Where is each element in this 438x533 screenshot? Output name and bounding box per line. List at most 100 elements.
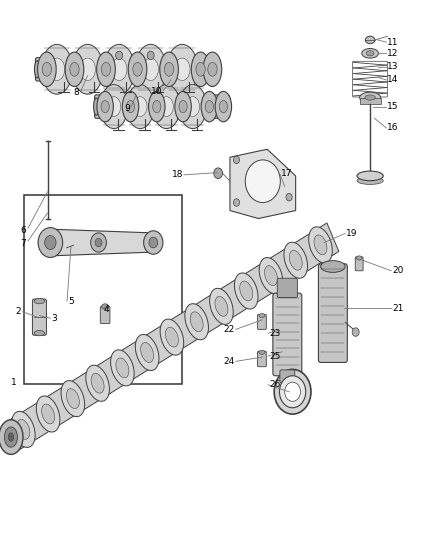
Ellipse shape: [215, 92, 232, 122]
Text: 7: 7: [21, 239, 26, 247]
Ellipse shape: [133, 96, 147, 117]
Ellipse shape: [72, 44, 103, 94]
Circle shape: [233, 199, 240, 206]
Text: 4: 4: [104, 305, 110, 313]
FancyBboxPatch shape: [280, 370, 295, 383]
Ellipse shape: [191, 52, 210, 86]
Text: 8: 8: [74, 88, 79, 96]
Polygon shape: [230, 149, 296, 219]
Ellipse shape: [143, 58, 159, 80]
Text: 24: 24: [223, 357, 235, 366]
Ellipse shape: [234, 273, 258, 309]
Ellipse shape: [127, 85, 154, 128]
Ellipse shape: [186, 96, 200, 117]
Circle shape: [116, 51, 123, 60]
FancyBboxPatch shape: [32, 299, 46, 335]
Ellipse shape: [153, 101, 161, 112]
Circle shape: [38, 228, 63, 257]
Text: 5: 5: [68, 297, 74, 305]
Ellipse shape: [42, 404, 55, 424]
Text: 3: 3: [52, 314, 57, 322]
Ellipse shape: [160, 319, 184, 355]
Text: 9: 9: [124, 104, 130, 112]
FancyBboxPatch shape: [100, 306, 110, 324]
Ellipse shape: [175, 92, 191, 122]
Ellipse shape: [36, 396, 60, 432]
FancyBboxPatch shape: [273, 293, 302, 376]
Text: 13: 13: [387, 62, 399, 71]
Ellipse shape: [164, 62, 174, 76]
Ellipse shape: [366, 51, 374, 56]
Circle shape: [279, 376, 306, 408]
Ellipse shape: [203, 52, 222, 86]
Circle shape: [245, 160, 280, 203]
Bar: [24, 195, 182, 384]
Ellipse shape: [41, 44, 73, 94]
Ellipse shape: [135, 334, 159, 370]
Ellipse shape: [362, 49, 378, 58]
Text: 25: 25: [269, 352, 280, 360]
Ellipse shape: [101, 62, 111, 76]
Ellipse shape: [70, 62, 79, 76]
Text: 21: 21: [392, 304, 403, 312]
Ellipse shape: [321, 261, 345, 272]
Ellipse shape: [65, 52, 84, 86]
Ellipse shape: [127, 101, 134, 112]
Ellipse shape: [103, 44, 135, 94]
Ellipse shape: [102, 304, 109, 309]
Ellipse shape: [174, 58, 190, 80]
Ellipse shape: [111, 58, 127, 80]
Ellipse shape: [67, 389, 79, 409]
Text: 16: 16: [387, 124, 399, 132]
Ellipse shape: [190, 312, 203, 332]
Ellipse shape: [357, 171, 383, 181]
Ellipse shape: [309, 227, 332, 263]
Ellipse shape: [80, 58, 95, 80]
Circle shape: [214, 168, 223, 179]
Text: 18: 18: [172, 171, 183, 179]
Circle shape: [285, 382, 300, 401]
Circle shape: [45, 236, 56, 249]
Ellipse shape: [49, 58, 65, 80]
Ellipse shape: [35, 61, 40, 78]
Ellipse shape: [259, 313, 265, 318]
Ellipse shape: [357, 177, 383, 184]
Ellipse shape: [148, 92, 165, 122]
Ellipse shape: [111, 350, 134, 386]
Ellipse shape: [179, 101, 187, 112]
Ellipse shape: [160, 52, 178, 86]
Text: 15: 15: [387, 102, 399, 111]
Ellipse shape: [34, 298, 45, 304]
Ellipse shape: [215, 296, 228, 316]
Ellipse shape: [11, 411, 35, 447]
Ellipse shape: [135, 44, 166, 94]
Ellipse shape: [38, 52, 56, 86]
Ellipse shape: [185, 304, 208, 340]
Ellipse shape: [141, 343, 154, 362]
Ellipse shape: [210, 288, 233, 325]
FancyBboxPatch shape: [318, 264, 347, 362]
Circle shape: [144, 231, 163, 254]
Ellipse shape: [365, 36, 375, 44]
Ellipse shape: [201, 92, 218, 122]
Ellipse shape: [159, 96, 173, 117]
Text: 10: 10: [151, 87, 162, 96]
Ellipse shape: [107, 96, 121, 117]
Circle shape: [95, 238, 102, 247]
Ellipse shape: [284, 242, 307, 278]
Text: 12: 12: [387, 49, 399, 58]
Ellipse shape: [4, 427, 18, 447]
Polygon shape: [5, 223, 339, 451]
Ellipse shape: [100, 85, 127, 128]
Circle shape: [286, 193, 292, 201]
Text: 19: 19: [346, 229, 357, 238]
Ellipse shape: [179, 85, 206, 128]
Ellipse shape: [61, 381, 85, 417]
FancyBboxPatch shape: [355, 257, 363, 271]
Ellipse shape: [208, 62, 217, 76]
Ellipse shape: [265, 265, 277, 286]
Ellipse shape: [128, 52, 147, 86]
Text: 26: 26: [269, 381, 280, 389]
Ellipse shape: [196, 62, 205, 76]
Ellipse shape: [166, 44, 198, 94]
